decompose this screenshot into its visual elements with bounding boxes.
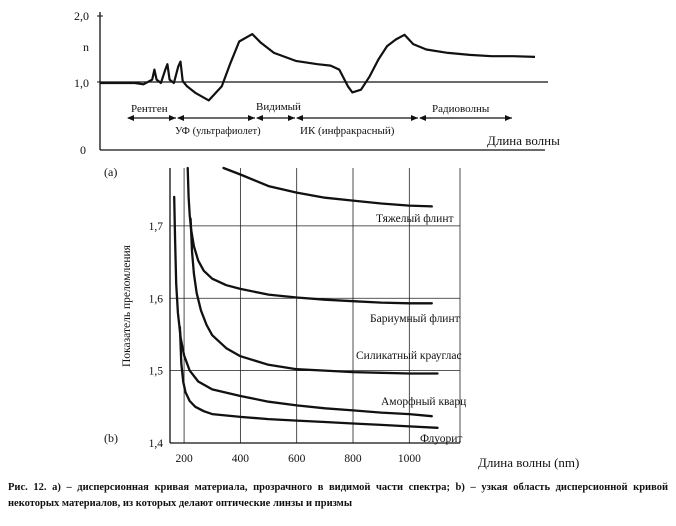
series-line-3 (173, 195, 433, 418)
panel-b-label: (b) (104, 431, 118, 445)
legend-heavy-flint: Тяжелый флинт (376, 213, 454, 225)
panel-a-ytick-top: 2,0 (74, 9, 89, 23)
legend-barium-flint: Бариумный флинт (370, 313, 460, 325)
panel-a-label: (a) (104, 165, 117, 179)
region-label-xray: Рентген (131, 103, 168, 115)
x-tick-label-800: 800 (344, 453, 362, 465)
region-label-radio: Радиоволны (432, 103, 490, 115)
panel-b-xlabel: Длина волны (nm) (478, 455, 579, 470)
panel-b-tick-labels: 200 400 600 800 1000 1,4 1,5 1,6 1,7 (149, 221, 421, 465)
panel-a-ytick-mid: 1,0 (74, 76, 89, 90)
legend-silicate-crown: Силикатный крауглас (356, 350, 462, 362)
x-tick-label-600: 600 (288, 453, 306, 465)
panel-b: 200 400 600 800 1000 1,4 1,5 1,6 1,7 Показатель … (104, 166, 579, 470)
panel-a: 2,0 n 1,0 0 Рентген Видимый Радиоволны У… (74, 9, 560, 179)
x-tick-label-200: 200 (175, 453, 193, 465)
series-line-1 (186, 166, 433, 305)
region-label-uv: УФ (ультрафиолет) (175, 126, 261, 137)
panel-a-ylabel: n (83, 40, 89, 54)
region-label-visible: Видимый (256, 101, 301, 113)
x-tick-label-400: 400 (232, 453, 250, 465)
series-line-4 (178, 326, 439, 429)
legend-fused-quartz: Аморфный кварц (381, 396, 466, 408)
y-tick-label-1: 1,5 (149, 366, 164, 378)
panel-b-curves (173, 166, 439, 429)
y-tick-label-3: 1,7 (149, 221, 164, 233)
panel-a-curve (100, 33, 536, 102)
legend-fluorite: Флуорит (420, 433, 462, 445)
y-tick-label-2: 1,6 (149, 293, 164, 305)
series-line-0 (222, 166, 433, 208)
y-tick-label-0: 1,4 (149, 438, 164, 450)
panel-a-ytick-zero: 0 (80, 143, 86, 157)
series-line-2 (189, 217, 439, 375)
region-label-ir: ИК (инфракрасный) (300, 125, 395, 137)
figure-caption: Рис. 12. а) – дисперсионная кривая матер… (8, 482, 668, 509)
x-tick-label-1000: 1000 (398, 453, 421, 465)
panel-b-ylabel: Показатель преломления (121, 244, 133, 367)
panel-a-xlabel: Длина волны (487, 133, 560, 148)
